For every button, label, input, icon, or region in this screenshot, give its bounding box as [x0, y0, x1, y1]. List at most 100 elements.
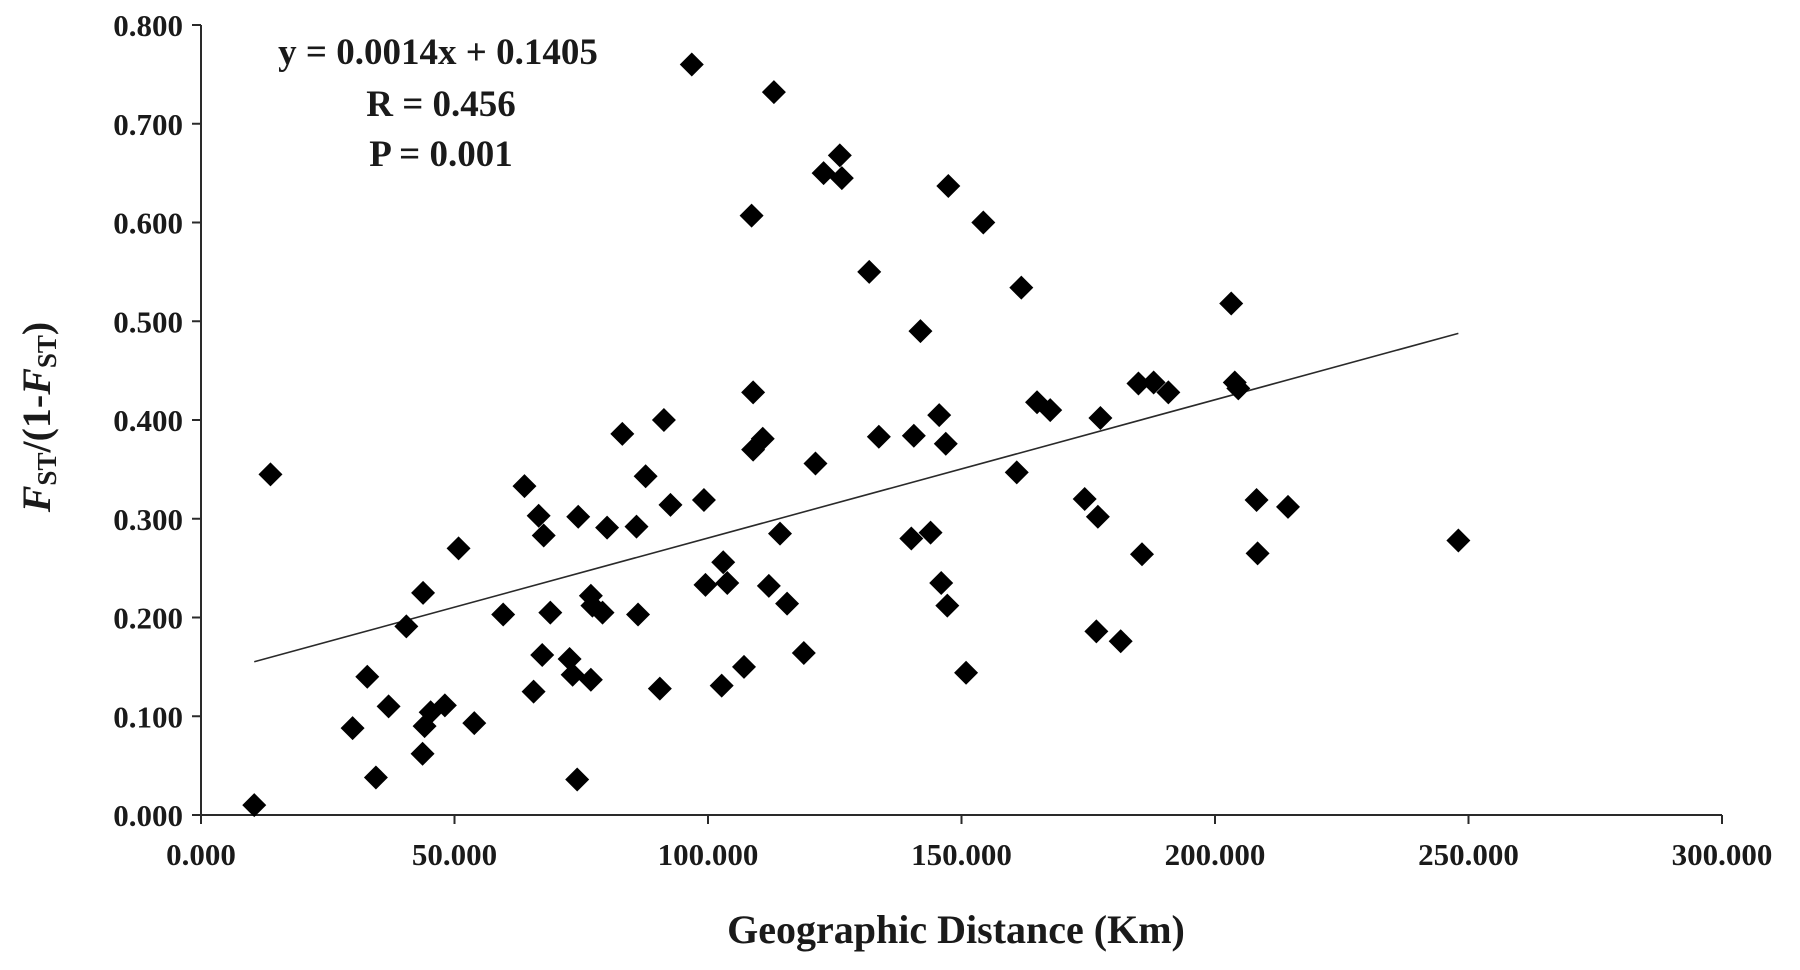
data-point: [1129, 542, 1154, 567]
data-point: [1088, 406, 1113, 431]
data-points: [242, 52, 1471, 818]
data-point: [750, 426, 775, 451]
y-axis-title: FST/(1-FST): [14, 322, 62, 514]
data-point: [1226, 376, 1251, 401]
data-point: [658, 492, 683, 517]
y-tick-label: 0.400: [113, 403, 183, 438]
data-point: [258, 462, 283, 487]
trend-line: [254, 332, 1459, 663]
data-point: [565, 767, 590, 792]
y-tick-label: 0.100: [113, 699, 183, 734]
data-point: [1038, 398, 1063, 423]
data-point: [739, 203, 764, 228]
data-point: [1108, 629, 1133, 654]
data-point: [491, 602, 516, 627]
correlation-coefficient: R = 0.456: [366, 84, 516, 125]
x-tick-label: 50.000: [412, 837, 497, 872]
data-point: [767, 521, 792, 546]
data-point: [803, 451, 828, 476]
data-point: [651, 408, 676, 432]
data-point: [1244, 487, 1269, 512]
data-point: [560, 662, 585, 687]
data-point: [929, 570, 954, 595]
y-axis-title-sub1: ST: [32, 453, 62, 486]
data-point: [756, 573, 781, 598]
data-point: [595, 515, 620, 540]
data-point: [626, 602, 651, 627]
data-point: [538, 600, 563, 625]
data-point: [1085, 504, 1110, 529]
x-axis-title: Geographic Distance (Km): [727, 907, 1185, 952]
data-point: [647, 676, 672, 701]
data-point: [1156, 380, 1181, 405]
data-point: [1276, 494, 1301, 519]
data-point: [935, 593, 960, 618]
data-point: [811, 161, 836, 186]
data-point: [363, 765, 388, 790]
data-point: [531, 523, 556, 548]
data-point: [857, 259, 882, 284]
y-tick-label: 0.500: [113, 304, 183, 339]
data-point: [1084, 619, 1109, 644]
y-axis-title-mid: /(1-: [14, 395, 59, 454]
y-tick-label: 0.600: [113, 206, 183, 241]
data-point: [731, 654, 756, 679]
x-tick-label: 250.000: [1418, 837, 1519, 872]
data-point: [1009, 275, 1034, 300]
data-point: [526, 503, 551, 528]
x-tick-label: 100.000: [658, 837, 759, 872]
data-point: [432, 693, 457, 718]
p-value: P = 0.001: [369, 134, 512, 175]
data-point: [918, 520, 943, 545]
x-tick-label: 200.000: [1165, 837, 1266, 872]
x-axis-ticks: 0.000 50.000 100.000 150.000 200.000 250.000 3…: [166, 815, 1772, 872]
data-point: [693, 572, 718, 597]
data-point: [410, 741, 435, 766]
data-point: [610, 421, 635, 446]
data-point: [557, 646, 582, 671]
y-axis-ticks: 0.000 0.100 0.200 0.300 0.400 0.500 0.600 0.700…: [113, 8, 201, 833]
data-point: [1219, 291, 1244, 316]
regression-equation: y = 0.0014x + 0.1405: [278, 32, 598, 73]
y-axis-title-end: ): [14, 322, 59, 335]
data-point: [446, 536, 471, 561]
data-point: [521, 679, 546, 704]
data-point: [590, 600, 615, 625]
x-tick-label: 0.000: [166, 837, 236, 872]
data-point: [1245, 541, 1270, 566]
data-point: [899, 526, 924, 551]
y-axis-title-sub2: ST: [32, 335, 62, 368]
data-point: [866, 424, 891, 449]
data-point: [761, 80, 786, 105]
data-point: [709, 673, 734, 698]
data-point: [829, 166, 854, 191]
data-point: [1126, 371, 1151, 396]
y-tick-label: 0.000: [113, 798, 183, 833]
data-point: [691, 487, 716, 512]
data-point: [715, 570, 740, 595]
data-point: [775, 591, 800, 616]
data-point: [1446, 528, 1471, 553]
data-point: [578, 667, 603, 692]
data-point: [566, 504, 591, 529]
data-point: [340, 716, 365, 741]
data-point: [791, 641, 816, 666]
data-point: [376, 694, 401, 719]
data-point: [530, 643, 555, 668]
data-point: [954, 660, 979, 685]
data-point: [679, 52, 704, 77]
y-tick-label: 0.700: [113, 107, 183, 142]
data-point: [394, 614, 419, 639]
y-tick-label: 0.800: [113, 8, 183, 43]
data-point: [908, 319, 933, 344]
data-point: [827, 143, 852, 168]
data-point: [411, 580, 436, 605]
data-point: [512, 474, 537, 499]
data-point: [971, 210, 996, 235]
data-point: [355, 664, 380, 689]
data-point: [936, 173, 961, 198]
data-point: [711, 550, 736, 575]
data-point: [1004, 460, 1029, 485]
x-tick-label: 150.000: [911, 837, 1012, 872]
